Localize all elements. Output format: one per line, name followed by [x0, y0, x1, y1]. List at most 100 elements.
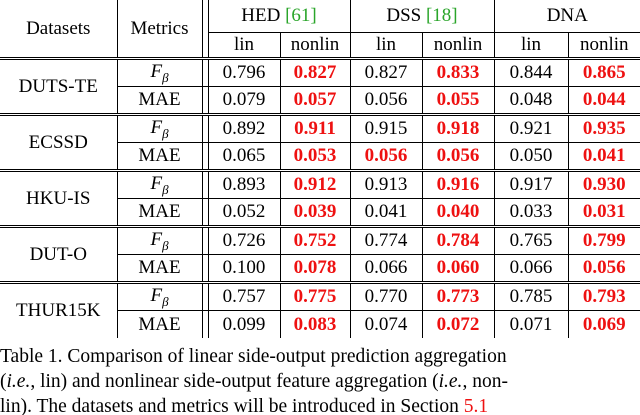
table-cell: 0.071 — [493, 309, 569, 338]
table-row: MAE 0.065 0.053 0.056 0.056 0.050 0.041 — [0, 141, 640, 170]
table-cell: 0.074 — [349, 309, 422, 338]
table-cell: 0.072 — [421, 309, 495, 338]
table-cell: 0.935 — [567, 112, 640, 142]
table-cell: 0.060 — [421, 253, 495, 282]
metric-fbeta: Fβ — [116, 56, 202, 86]
table-cell: 0.912 — [279, 168, 350, 198]
table-cell: 0.065 — [208, 141, 280, 170]
caption-line: (i.e., lin) and nonlinear side-output fe… — [0, 371, 508, 392]
table-cell: 0.052 — [208, 197, 280, 226]
table-cell: 0.844 — [493, 56, 569, 86]
table-row: MAE 0.100 0.078 0.066 0.060 0.066 0.056 — [0, 253, 640, 282]
caption-line: Table 1. Comparison of linear side-outpu… — [0, 346, 507, 367]
table-cell: 0.765 — [493, 224, 569, 254]
table-cell: 0.775 — [279, 280, 350, 310]
metric-fbeta: Fβ — [116, 224, 202, 254]
table-cell: 0.833 — [421, 56, 495, 86]
double-rule — [201, 85, 209, 114]
section-ref-link[interactable]: 5.1 — [463, 396, 489, 415]
table-cell: 0.726 — [208, 224, 280, 254]
table-row: THUR15K Fβ 0.757 0.775 0.770 0.773 0.785 0.793 — [0, 280, 640, 338]
metric-mae: MAE — [116, 85, 202, 114]
metric-fbeta: Fβ — [116, 112, 202, 142]
table-cell: 0.057 — [279, 85, 350, 114]
table-cell: 0.930 — [567, 168, 640, 198]
table-row: DUT-O Fβ 0.726 0.752 0.774 0.784 0.765 0.799 — [0, 224, 640, 282]
dataset-name: DUT-O — [0, 224, 117, 282]
table-cell: 0.892 — [208, 112, 280, 142]
table-cell: 0.799 — [567, 224, 640, 254]
table-cell: 0.066 — [349, 253, 422, 282]
table-cell: 0.916 — [421, 168, 495, 198]
table-cell: 0.752 — [279, 224, 350, 254]
header-metrics: Metrics — [116, 0, 202, 58]
citation-link[interactable]: [61] — [285, 5, 317, 27]
double-rule — [201, 56, 209, 86]
table-cell: 0.078 — [279, 253, 350, 282]
double-rule — [201, 197, 209, 226]
table-row: ECSSD Fβ 0.892 0.911 0.915 0.918 0.921 0.935 — [0, 112, 640, 170]
dataset-name: DUTS-TE — [0, 56, 117, 114]
subheader-nonlin: nonlin — [421, 31, 495, 58]
table-cell: 0.921 — [493, 112, 569, 142]
subheader-lin: lin — [349, 31, 422, 58]
header-method-hed: HED [61] — [208, 0, 350, 32]
table-cell: 0.100 — [208, 253, 280, 282]
metric-fbeta: Fβ — [116, 168, 202, 198]
double-rule — [201, 309, 209, 338]
table-cell: 0.048 — [493, 85, 569, 114]
table-row: DUTS-TE Fβ 0.796 0.827 0.827 0.833 0.844 0.865 — [0, 56, 640, 114]
method-name: DSS — [386, 5, 422, 27]
table-cell: 0.083 — [279, 309, 350, 338]
table-cell: 0.917 — [493, 168, 569, 198]
table-cell: 0.893 — [208, 168, 280, 198]
table-cell: 0.757 — [208, 280, 280, 310]
subheader-lin: lin — [493, 31, 569, 58]
table-row: MAE 0.099 0.083 0.074 0.072 0.071 0.069 — [0, 309, 640, 338]
double-rule — [201, 253, 209, 282]
table-row: MAE 0.079 0.057 0.056 0.055 0.048 0.044 — [0, 85, 640, 114]
metric-mae: MAE — [116, 197, 202, 226]
table-cell: 0.915 — [349, 112, 422, 142]
metric-mae: MAE — [116, 141, 202, 170]
table-row: MAE 0.052 0.039 0.041 0.040 0.033 0.031 — [0, 197, 640, 226]
table-cell: 0.079 — [208, 85, 280, 114]
table-cell: 0.050 — [493, 141, 569, 170]
table-cell: 0.773 — [421, 280, 495, 310]
table-cell: 0.774 — [349, 224, 422, 254]
table-cell: 0.039 — [279, 197, 350, 226]
method-name: HED — [241, 5, 281, 27]
table-cell: 0.827 — [349, 56, 422, 86]
dataset-name: HKU-IS — [0, 168, 117, 226]
table-cell: 0.031 — [567, 197, 640, 226]
table-cell: 0.918 — [421, 112, 495, 142]
header-method-dss: DSS [18] — [349, 0, 495, 32]
table-cell: 0.099 — [208, 309, 280, 338]
table-cell: 0.796 — [208, 56, 280, 86]
double-rule — [201, 141, 209, 170]
table-cell: 0.053 — [279, 141, 350, 170]
double-rule — [201, 280, 209, 310]
table-cell: 0.066 — [493, 253, 569, 282]
double-rule — [201, 168, 209, 198]
subheader-nonlin: nonlin — [279, 31, 350, 58]
table-row: HKU-IS Fβ 0.893 0.912 0.913 0.916 0.917 0.930 — [0, 168, 640, 226]
metric-fbeta: Fβ — [116, 280, 202, 310]
comparison-table: Datasets Metrics HED [61] DSS [18] DNA l… — [0, 0, 640, 338]
table-cell: 0.041 — [567, 141, 640, 170]
citation-link[interactable]: [18] — [425, 5, 458, 27]
table-cell: 0.911 — [279, 112, 350, 142]
table-cell: 0.913 — [349, 168, 422, 198]
table-cell: 0.056 — [349, 85, 422, 114]
metric-mae: MAE — [116, 309, 202, 338]
table-cell: 0.056 — [349, 141, 422, 170]
table-cell: 0.770 — [349, 280, 422, 310]
table-cell: 0.056 — [567, 253, 640, 282]
table-cell: 0.793 — [567, 280, 640, 310]
table-cell: 0.040 — [421, 197, 495, 226]
table-cell: 0.044 — [567, 85, 640, 114]
table-cell: 0.865 — [567, 56, 640, 86]
metric-mae: MAE — [116, 253, 202, 282]
table-cell: 0.041 — [349, 197, 422, 226]
table-cell: 0.827 — [279, 56, 350, 86]
